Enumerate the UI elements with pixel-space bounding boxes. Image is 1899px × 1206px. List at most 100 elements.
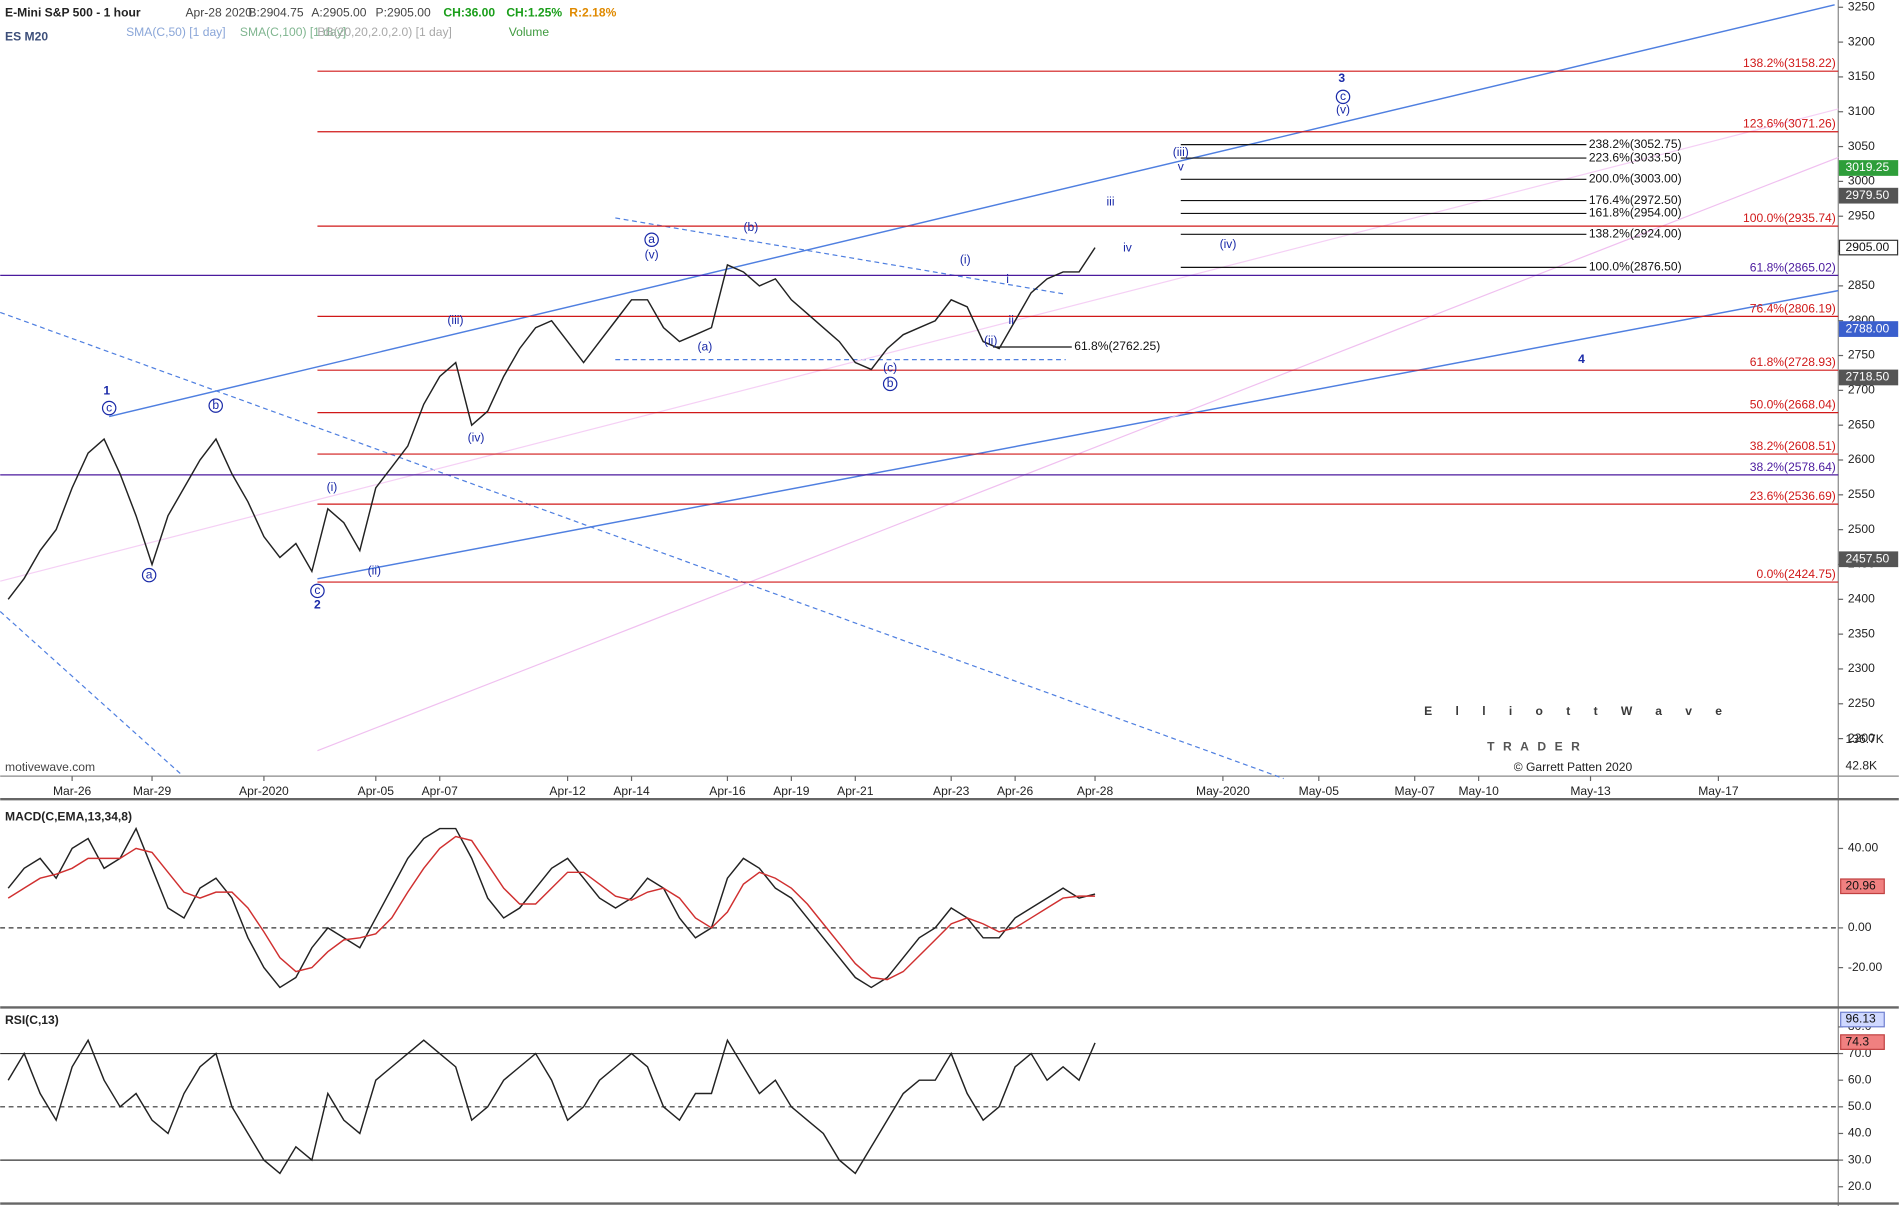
wave-label: c [314,583,320,597]
study-label: Volume [509,25,550,39]
trend-line [0,311,1284,780]
wave-label: c [1340,89,1346,103]
y-tick-label: 0.00 [1848,920,1872,934]
x-tick-label: May-13 [1570,784,1611,798]
y-tick-label: 2250 [1848,696,1875,710]
stoch-value-marker [1840,1011,1885,1028]
wave-label: (c) [883,360,897,374]
y-tick-label: 40.00 [1848,841,1879,855]
header-info: R:2.18% [569,6,616,20]
fib-level-label: 138.2%(2924.00) [1589,227,1682,241]
price-marker [1838,321,1899,337]
y-tick-label: 2750 [1848,348,1875,362]
wave-label: (iv) [1220,237,1237,251]
header-info: CH:36.00 [443,6,495,20]
fib-level-label: 0.0%(2424.75) [1756,567,1835,581]
x-tick-label: Apr-21 [837,784,874,798]
wave-label: ii [1009,313,1014,327]
study-label: SMA(C,100) [1 day] [240,25,346,39]
price-marker-label: 2457.50 [1846,551,1890,565]
y-tick-label: 2200 [1848,731,1875,745]
fib-level-label: 100.0%(2876.50) [1589,260,1682,274]
y-tick-label: 50.0 [1848,1099,1872,1113]
volume-label: 136.7K [1846,732,1884,746]
wave-circle [644,232,659,248]
header-info: CH:1.25% [506,6,562,20]
series-line [7,835,1096,981]
header-info: Apr-28 2020 [185,6,252,20]
y-tick-label: 3200 [1848,34,1875,48]
last-value-label: 20.96 [1846,878,1877,892]
wave-circle [310,583,325,599]
wave-label: v [1178,159,1184,173]
price-marker [1838,187,1899,204]
y-tick-label: 2850 [1848,278,1875,292]
x-tick-label: May-2020 [1196,784,1250,798]
series-line [7,247,1096,600]
instrument: E-Mini S&P 500 - 1 hour [5,6,141,20]
price-marker-label: 2979.50 [1846,188,1890,202]
price-marker-label: 2905.00 [1846,240,1890,254]
fib-level-label: 161.8%(2954.00) [1589,206,1682,220]
wave-label: (v) [1336,102,1350,116]
x-tick-label: Apr-12 [549,784,586,798]
wave-label: a [146,567,153,581]
x-tick-label: Mar-29 [133,784,172,798]
wave-circle [1335,89,1351,105]
price-marker [1838,239,1899,256]
fib-level-label: 100.0%(2935.74) [1743,211,1836,225]
price-marker-label: 2788.00 [1846,321,1890,335]
stoch-value-label: 96.13 [1846,1012,1877,1026]
x-tick-label: Mar-26 [53,784,92,798]
y-tick-label: 3000 [1848,174,1875,188]
x-tick-label: May-10 [1458,784,1499,798]
volume-label: 42.8K [1846,759,1878,773]
header-info: A:2905.00 [311,6,366,20]
y-tick-label: 3050 [1848,139,1875,153]
price-marker-label: 2718.50 [1846,370,1890,384]
series-line [7,1038,1096,1175]
fib-level-label: 61.8%(2728.93) [1750,355,1836,369]
wave-label: b [887,376,894,390]
x-tick-label: Apr-26 [997,784,1034,798]
wave-label: (v) [645,248,659,262]
fib-level-label: 38.2%(2578.64) [1750,460,1836,474]
y-tick-label: 2400 [1848,592,1875,606]
wave-label: (ii) [984,334,997,348]
wave-circle [141,567,157,583]
macd-title: MACD(C,EMA,13,34,8) [5,810,132,824]
header-info: P:2905.00 [376,6,431,20]
logo-credit: © Garrett Patten 2020 [1514,760,1633,774]
fib-level-label: 238.2%(3052.75) [1589,137,1682,151]
price-marker [1838,160,1899,176]
study-label: SMA(C,50) [1 day] [126,25,225,39]
trend-line [0,611,183,776]
trend-line [317,289,1839,580]
y-tick-label: 2950 [1848,208,1875,222]
wave-label: (iv) [468,431,485,445]
y-tick-label: 2700 [1848,383,1875,397]
x-tick-label: Apr-07 [422,784,459,798]
x-tick-label: Apr-2020 [239,784,289,798]
x-tick-label: Apr-19 [773,784,810,798]
y-tick-label: -20.00 [1848,960,1883,974]
y-tick-label: 2350 [1848,626,1875,640]
y-tick-label: 3250 [1848,0,1875,13]
y-tick-label: 30.0 [1848,1152,1872,1166]
wave-label: (i) [327,480,338,494]
last-value-marker [1840,878,1885,895]
fib-level-label: 123.6%(3071.26) [1743,117,1836,131]
x-tick-label: Apr-28 [1077,784,1114,798]
wave-label: (iii) [447,313,463,327]
wave-label: 4 [1578,352,1585,366]
wave-label: (b) [744,220,759,234]
y-tick-label: 2500 [1848,522,1875,536]
fib-level-label: 223.6%(3033.50) [1589,150,1682,164]
price-marker [1838,551,1899,568]
x-tick-label: Apr-14 [613,784,650,798]
wave-label: a [648,232,655,246]
wave-label: iii [1107,194,1115,208]
price-marker-label: 3019.25 [1846,160,1890,174]
